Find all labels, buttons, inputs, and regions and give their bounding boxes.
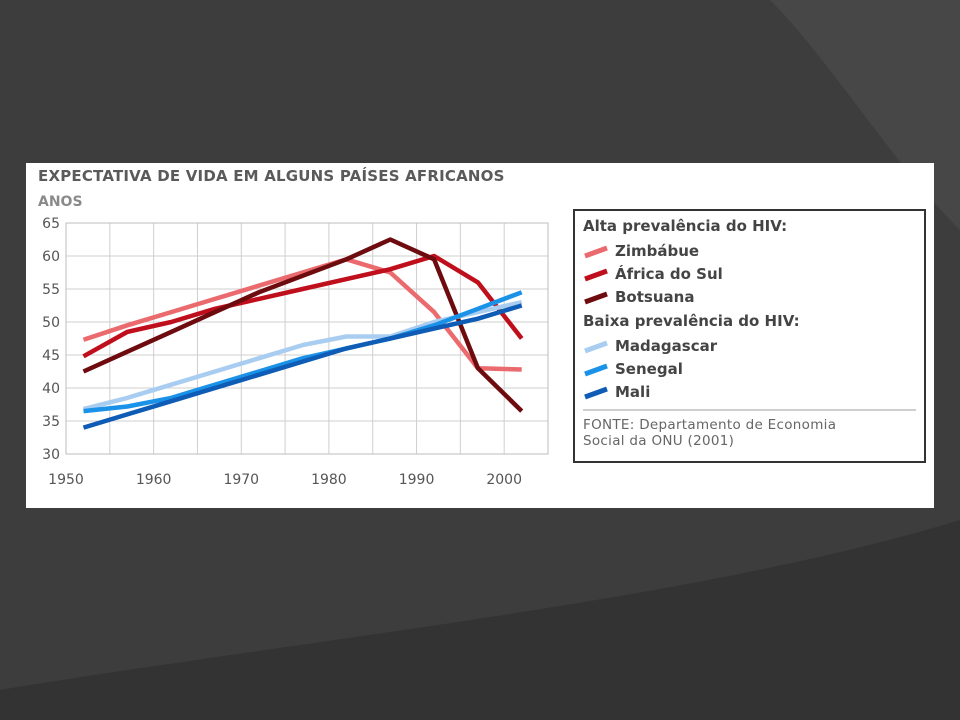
x-tick-label: 1970 <box>223 472 259 488</box>
legend-item-senegal: Senegal <box>583 357 916 380</box>
legend-item-africa-do-sul: África do Sul <box>583 262 916 285</box>
legend-swatch-mark <box>584 268 608 281</box>
y-tick-label: 60 <box>42 249 60 265</box>
legend-group-high: Alta prevalência do HIV: Zimbábue África… <box>583 217 916 308</box>
y-tick-label: 30 <box>42 447 60 463</box>
x-axis-ticks: 1950 1960 1970 1980 1990 2000 <box>48 472 522 488</box>
y-axis-label: ANOS <box>38 194 83 210</box>
legend-label-botsuana: Botsuana <box>615 287 695 306</box>
legend-swatch-mali <box>583 383 609 401</box>
legend-swatch-stroke <box>584 340 608 353</box>
legend-label-africa-do-sul: África do Sul <box>615 264 723 283</box>
x-tick-label: 1960 <box>136 472 172 488</box>
chart-title: EXPECTATIVA DE VIDA EM ALGUNS PAÍSES AFR… <box>38 167 505 185</box>
line-chart: 30 35 40 45 50 55 60 65 1950 1960 1970 1980 1990 200… <box>42 216 549 488</box>
legend-swatch-senegal <box>583 360 609 378</box>
y-tick-label: 50 <box>42 315 60 331</box>
legend-label-mali: Mali <box>615 382 651 401</box>
legend-swatch-stroke <box>584 268 608 281</box>
y-tick-label: 45 <box>42 348 60 364</box>
legend-swatch-zimbabue <box>583 242 609 260</box>
y-tick-label: 35 <box>42 414 60 430</box>
legend-swatch-mark <box>584 340 608 353</box>
series-line-africa-do-sul <box>82 253 524 359</box>
y-tick-label: 40 <box>42 381 60 397</box>
legend-heading-low: Baixa prevalência do HIV: <box>583 312 800 330</box>
chart-card: 30 35 40 45 50 55 60 65 1950 1960 1970 1980 1990 200… <box>26 163 934 508</box>
series-line-mali <box>82 303 523 430</box>
legend-item-botsuana: Botsuana <box>583 285 916 308</box>
source-line-1: FONTE: Departamento de Economia <box>583 417 837 433</box>
legend-swatch-stroke <box>584 291 608 304</box>
background-swoosh <box>0 520 960 720</box>
source-line-2: Social da ONU (2001) <box>583 433 735 449</box>
legend-item-mali: Mali <box>583 380 916 403</box>
series-line-zimbabue <box>82 257 522 372</box>
chart-source-note: FONTE: Departamento de Economia Social d… <box>583 417 916 449</box>
legend-item-madagascar: Madagascar <box>583 334 916 357</box>
legend-divider <box>583 409 916 411</box>
legend-item-zimbabue: Zimbábue <box>583 239 916 262</box>
legend-label-senegal: Senegal <box>615 359 683 378</box>
legend-swatch-madagascar <box>583 337 609 355</box>
legend-label-zimbabue: Zimbábue <box>615 241 700 260</box>
series-line-botsuana <box>82 237 524 413</box>
series-line-senegal <box>83 290 523 414</box>
x-tick-label: 1990 <box>399 472 435 488</box>
legend-swatch-stroke <box>584 386 608 399</box>
chart-legend: Alta prevalência do HIV: Zimbábue África… <box>573 209 926 463</box>
legend-swatch-stroke <box>584 363 608 376</box>
chart-series <box>82 237 524 430</box>
legend-swatch-mark <box>584 386 608 399</box>
x-tick-label: 1980 <box>311 472 347 488</box>
y-tick-label: 55 <box>42 282 60 298</box>
chart-grid <box>65 222 549 455</box>
legend-swatch-africa-do-sul <box>583 265 609 283</box>
legend-group-low: Baixa prevalência do HIV: Madagascar Sen… <box>583 312 916 403</box>
y-axis-ticks: 30 35 40 45 50 55 60 65 <box>42 216 60 463</box>
legend-swatch-stroke <box>584 245 608 258</box>
x-tick-label: 1950 <box>48 472 84 488</box>
legend-swatch-mark <box>584 245 608 258</box>
y-tick-label: 65 <box>42 216 60 232</box>
legend-swatch-mark <box>584 291 608 304</box>
x-tick-label: 2000 <box>486 472 522 488</box>
plot-frame <box>65 222 549 455</box>
legend-swatch-botsuana <box>583 288 609 306</box>
legend-heading-high: Alta prevalência do HIV: <box>583 217 788 235</box>
legend-label-madagascar: Madagascar <box>615 336 718 355</box>
legend-swatch-mark <box>584 363 608 376</box>
